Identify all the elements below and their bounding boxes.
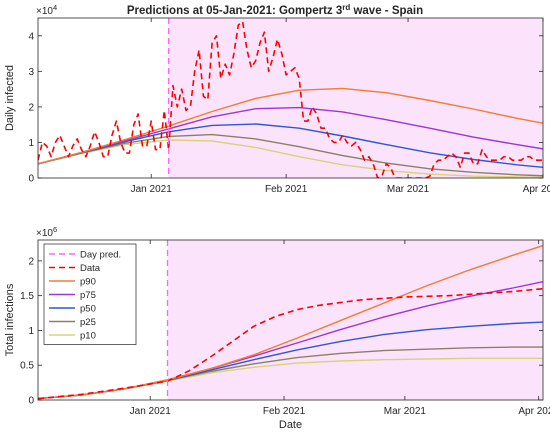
y-exponent-label: ×104	[36, 3, 57, 17]
x-tick-label: Mar 2021	[387, 184, 430, 195]
series-p50-line	[38, 123, 543, 168]
legend-label: Day pred.	[80, 250, 121, 261]
x-tick-label: Feb 2021	[263, 406, 306, 417]
y-tick-label: 1	[28, 138, 34, 149]
y-tick-label: 2	[28, 102, 34, 113]
x-tick-label: Apr 2021	[523, 184, 550, 195]
series-p90-line	[38, 244, 543, 400]
y-tick-label: 0	[28, 174, 34, 185]
legend-label: p10	[80, 331, 96, 342]
x-tick-label: Jan 2021	[130, 406, 172, 417]
figure-title: Predictions at 05-Jan-2021: Gompertz 3rd…	[127, 3, 423, 17]
series-group	[38, 20, 543, 178]
legend-label: p90	[80, 277, 96, 288]
y-axis-label: Total infections	[4, 283, 16, 356]
y-tick-label: 0.5	[20, 361, 34, 372]
x-tick-label: Mar 2021	[384, 406, 427, 417]
legend-label: Data	[80, 263, 101, 274]
y-tick-label: 0	[28, 396, 34, 407]
total-infections-panel: 0 0.5 1 1.5 2 Jan 2021 Feb 2021 Mar 2021 Apr 202…	[4, 225, 550, 431]
y-tick-label: 3	[28, 67, 34, 78]
series-p10-line	[38, 139, 543, 178]
series-p90-line	[38, 87, 543, 165]
x-axis-label: Date	[279, 419, 302, 431]
legend-label: p25	[80, 317, 96, 328]
series-data-line	[38, 20, 543, 178]
y-tick-label: 2	[28, 256, 34, 267]
legend-label: p75	[80, 290, 96, 301]
y-axis-label: Daily infected	[4, 65, 16, 131]
x-tick-label: Apr 2021	[518, 406, 550, 417]
x-tick-label: Feb 2021	[265, 184, 308, 195]
prediction-shade	[168, 18, 543, 178]
y-exponent-label: ×106	[36, 225, 57, 239]
x-tick-label: Jan 2021	[131, 184, 173, 195]
y-tick-label: 1	[28, 326, 34, 337]
y-tick-label: 4	[28, 31, 34, 42]
axes-box	[37, 239, 544, 401]
axes-box	[37, 17, 544, 179]
daily-infected-panel: 0 1 2 3 4 Jan 2021 Feb 2021 Mar 2021 Apr 2021 ×10…	[4, 3, 550, 195]
series-p75-line	[38, 106, 543, 165]
series-group	[38, 244, 543, 400]
series-p25-line	[38, 133, 543, 177]
y-tick-label: 1.5	[20, 291, 34, 302]
series-data-line	[38, 287, 543, 400]
legend-label: p50	[80, 304, 96, 315]
legend: Day pred. Data p90 p75 p50 p25 p10	[43, 243, 137, 345]
